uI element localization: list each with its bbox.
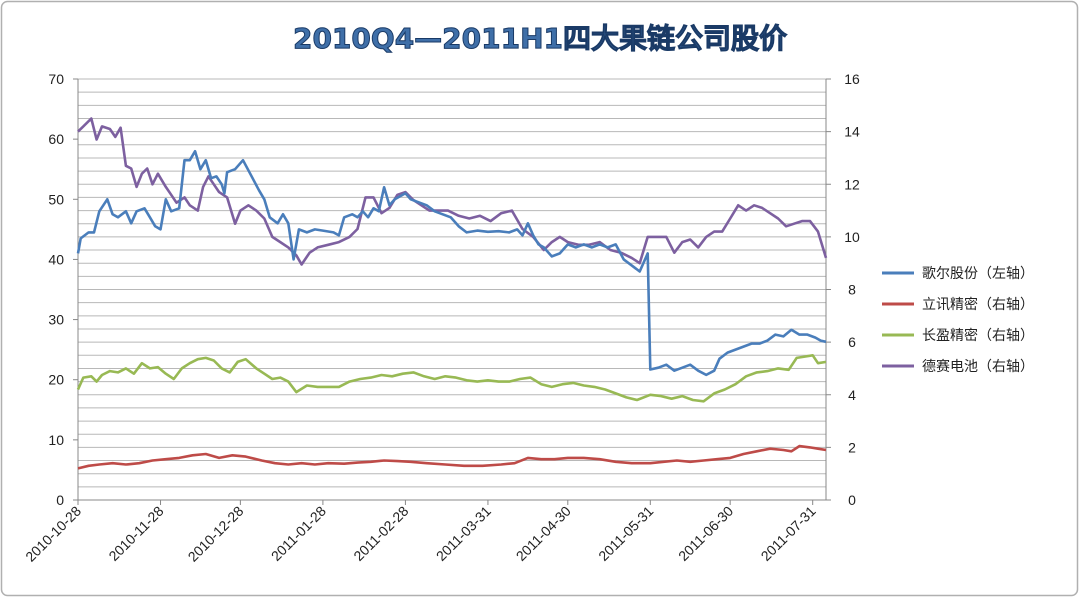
left-tick-label: 50 xyxy=(48,191,64,207)
left-tick-label: 60 xyxy=(48,131,64,147)
left-tick-label: 0 xyxy=(56,492,64,508)
left-tick-label: 10 xyxy=(48,432,64,448)
right-tick-label: 0 xyxy=(848,492,856,508)
series-line-2 xyxy=(77,444,827,470)
series-line-3 xyxy=(76,353,827,403)
series-lines xyxy=(76,117,828,470)
left-tick-label: 30 xyxy=(48,312,64,328)
left-axis-ticks: 0 10 20 30 40 50 60 70 xyxy=(48,71,78,508)
right-axis-ticks: 0 2 4 6 8 10 12 14 16 xyxy=(826,71,860,508)
right-tick-label: 6 xyxy=(848,334,856,350)
legend-entry: 长盈精密（右轴） xyxy=(922,327,1034,344)
legend-entry: 立讯精密（右轴） xyxy=(922,296,1034,313)
right-tick-label: 12 xyxy=(844,176,860,192)
series-line-1 xyxy=(76,149,827,377)
right-tick-label: 2 xyxy=(848,439,856,455)
right-tick-label: 10 xyxy=(844,229,860,245)
chart-title: 2010Q4—2011H1四大果链公司股价 xyxy=(293,22,788,55)
legend-entry: 歌尔股份（左轴） xyxy=(922,266,1034,282)
right-tick-label: 14 xyxy=(844,124,860,140)
legend: 歌尔股份（左轴） 立讯精密（右轴） 长盈精密（右轴） 德赛电池（右轴） xyxy=(882,266,1034,375)
right-tick-label: 8 xyxy=(848,282,856,298)
right-tick-label: 4 xyxy=(848,387,856,403)
left-tick-label: 40 xyxy=(48,251,64,267)
gridlines xyxy=(78,78,826,488)
left-tick-label: 70 xyxy=(48,71,64,87)
right-tick-label: 16 xyxy=(844,71,860,87)
legend-entry: 德赛电池（右轴） xyxy=(922,359,1034,375)
left-tick-label: 20 xyxy=(48,372,64,388)
